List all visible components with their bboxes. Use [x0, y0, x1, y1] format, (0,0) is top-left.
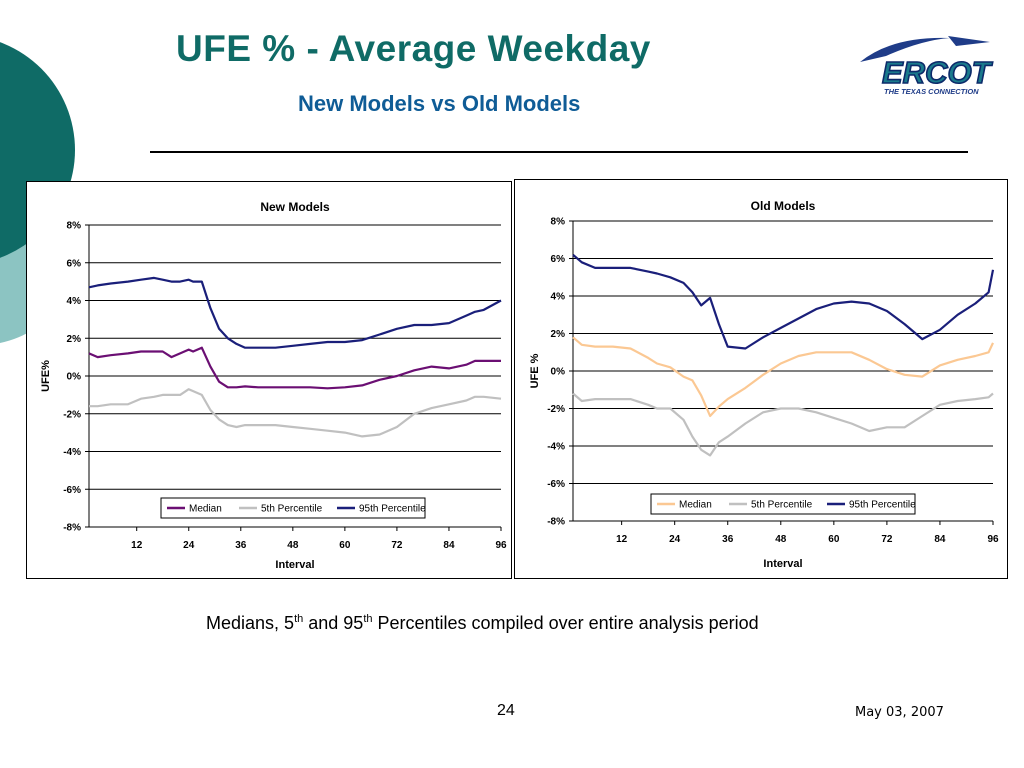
new-models-y-tick-label: -4% — [63, 447, 81, 458]
old-models-y-tick-label: -4% — [547, 442, 565, 453]
new-models-series-line-3 — [88, 276, 502, 349]
logo-swoosh-tip — [948, 36, 990, 46]
caption-superscript-2: th — [363, 613, 373, 625]
old-models-series-line-3 — [572, 253, 995, 350]
new-models-x-tick-label: 96 — [495, 540, 507, 551]
new-models-x-axis-title: Interval — [275, 559, 314, 571]
new-models-y-tick-label: 0% — [67, 372, 82, 383]
new-models-y-tick-label: 8% — [67, 221, 82, 232]
slide-subtitle: New Models vs Old Models — [298, 91, 581, 116]
old-models-y-tick-label: -6% — [547, 479, 565, 490]
new-models-chart: New Models 8% 6% 4% 2% 0% -2% -4% -6% -8% 12 24 36 48… — [26, 181, 512, 579]
ercot-logo: ERCOT THE TEXAS CONNECTION — [860, 36, 994, 96]
title-divider — [150, 151, 968, 153]
new-models-y-tick-label: -2% — [63, 409, 81, 420]
caption-part-1: Medians, 5 — [206, 613, 295, 633]
old-models-x-tick-label: 48 — [775, 534, 787, 545]
page-number: 24 — [497, 702, 515, 719]
old-models-x-tick-label: 60 — [828, 534, 840, 545]
caption-part-3: Percentiles compiled over entire analysi… — [372, 613, 759, 633]
old-models-y-tick-label: 6% — [551, 254, 566, 265]
new-models-legend-label-3: 95th Percentile — [359, 504, 426, 515]
old-models-legend-label-1: Median — [679, 500, 712, 511]
slide-title: UFE % - Average Weekday — [176, 28, 651, 69]
new-models-x-tick-label: 36 — [235, 540, 247, 551]
new-models-legend-label-2: 5th Percentile — [261, 504, 323, 515]
old-models-legend-label-3: 95th Percentile — [849, 500, 916, 511]
new-models-legend-box — [160, 497, 426, 519]
caption-superscript-1: th — [294, 613, 304, 625]
old-models-y-tick-label: -2% — [547, 404, 565, 415]
new-models-legend-label-1: Median — [189, 504, 222, 515]
old-models-x-tick-label: 12 — [616, 534, 628, 545]
old-models-y-axis-title: UFE % — [529, 353, 541, 388]
logo-text: ERCOT — [882, 55, 994, 90]
old-models-x-tick-label: 36 — [722, 534, 734, 545]
caption-part-2: and 95 — [303, 613, 364, 633]
slide-caption: Medians, 5th and 95th Percentiles compil… — [206, 613, 759, 634]
new-models-x-tick-label: 72 — [391, 540, 403, 551]
new-models-x-tick-label: 60 — [339, 540, 351, 551]
old-models-x-tick-label: 84 — [934, 534, 946, 545]
new-models-y-tick-label: 2% — [67, 334, 82, 345]
new-models-y-tick-label: 4% — [67, 296, 82, 307]
old-models-series-line-2 — [572, 392, 994, 457]
new-models-y-tick-label: -8% — [63, 523, 81, 534]
old-models-y-tick-label: 2% — [551, 329, 566, 340]
new-models-series-line-1 — [88, 346, 501, 390]
old-models-y-tick-label: 8% — [551, 217, 566, 228]
new-models-x-tick-label: 48 — [287, 540, 299, 551]
old-models-chart: Old Models 8% 6% 4% 2% 0% -2% -4% -6% -8% 12 24 36 48… — [514, 179, 1008, 579]
logo-swoosh — [860, 37, 950, 62]
old-models-y-tick-label: -8% — [547, 517, 565, 528]
old-models-legend-label-2: 5th Percentile — [751, 500, 813, 511]
old-models-x-axis-title: Interval — [763, 558, 802, 570]
logo-tagline: THE TEXAS CONNECTION — [884, 87, 979, 96]
old-models-x-tick-label: 96 — [987, 534, 999, 545]
new-models-series-line-2 — [89, 388, 502, 438]
old-models-chart-title: Old Models — [751, 199, 816, 213]
slide-date: May 03, 2007 — [855, 705, 944, 720]
new-models-x-tick-label: 84 — [443, 540, 455, 551]
new-models-chart-title: New Models — [260, 200, 330, 214]
new-models-y-axis-title: UFE% — [40, 360, 52, 392]
new-models-x-tick-label: 12 — [131, 540, 143, 551]
new-models-y-tick-label: 6% — [67, 258, 82, 269]
new-models-x-tick-label: 24 — [183, 540, 195, 551]
old-models-y-tick-label: 4% — [551, 292, 566, 303]
new-models-chart-svg: New Models 8% 6% 4% 2% 0% -2% -4% -6% -8% 12 24 36 48… — [40, 200, 507, 571]
old-models-x-tick-label: 72 — [881, 534, 893, 545]
old-models-legend-box — [650, 493, 916, 515]
old-models-chart-svg: Old Models 8% 6% 4% 2% 0% -2% -4% -6% -8% 12 24 36 48… — [529, 199, 999, 570]
old-models-series-line-1 — [572, 336, 994, 418]
old-models-y-tick-label: 0% — [551, 367, 566, 378]
new-models-y-tick-label: -6% — [63, 485, 81, 496]
old-models-x-tick-label: 24 — [669, 534, 681, 545]
